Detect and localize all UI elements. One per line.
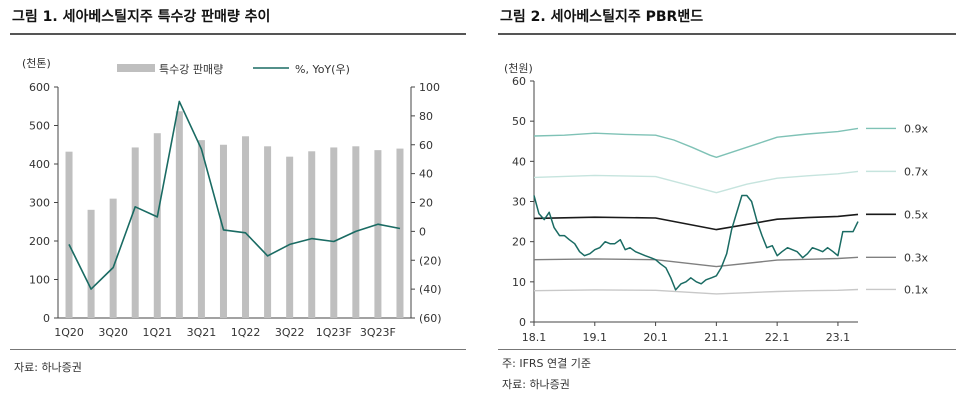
y-tick-label: 50	[512, 115, 526, 128]
volume-bar	[197, 140, 205, 318]
legend-bar-label: 특수강 판매량	[159, 63, 223, 76]
share-price-line	[533, 194, 859, 291]
volume-bar	[396, 148, 404, 318]
x-tick-label: 3Q23F	[360, 326, 396, 339]
x-tick-label: 1Q23F	[316, 326, 352, 339]
band-legend-label: 0.1x	[904, 283, 928, 296]
right-y-tick-label: (20)	[419, 254, 442, 267]
volume-bar	[242, 136, 250, 318]
x-tick-label: 3Q20	[98, 326, 128, 339]
pbr-band-0-5x	[533, 213, 859, 231]
x-tick-label: 22.1	[765, 331, 790, 344]
x-tick-label: 1Q20	[54, 326, 84, 339]
figure-1-bottom-rule	[10, 349, 466, 350]
y-tick-label: 60	[512, 75, 526, 88]
right-y-tick-label: 60	[419, 139, 433, 152]
volume-bar	[286, 156, 294, 318]
figure-1-top-rule	[10, 33, 466, 35]
band-legend-label: 0.7x	[904, 165, 928, 178]
left-y-tick-label: 100	[29, 274, 50, 287]
right-y-tick-label: 0	[419, 225, 426, 238]
x-tick-label: 1Q22	[231, 326, 261, 339]
volume-bar	[65, 151, 73, 318]
figure-2-title: 그림 2. 세아베스틸지주 PBR밴드	[500, 9, 704, 25]
x-tick-label: 23.1	[826, 331, 851, 344]
band-legend-label: 0.3x	[904, 251, 928, 264]
left-y-tick-label: 600	[29, 81, 50, 94]
x-tick-label: 20.1	[643, 331, 668, 344]
pbr-band-0-9x	[533, 127, 859, 159]
volume-bar	[374, 150, 382, 318]
volume-bar	[131, 147, 139, 318]
volume-bar	[219, 144, 227, 318]
legend-line-label: %, YoY(우)	[295, 63, 350, 76]
y-tick-label: 40	[512, 155, 526, 168]
right-y-tick-label: 100	[419, 81, 440, 94]
pbr-band-0-3x	[533, 256, 859, 268]
yoy-line	[68, 100, 401, 290]
left-y-tick-label: 500	[29, 120, 50, 133]
legend-bar-swatch	[117, 64, 155, 72]
x-tick-label: 21.1	[704, 331, 729, 344]
volume-bar	[264, 146, 272, 318]
figure-1-chart: (천톤) 특수강 판매량%, YoY(우)0100200300400500600(…	[22, 56, 442, 339]
y-tick-label: 10	[512, 276, 526, 289]
right-y-tick-label: 40	[419, 168, 433, 181]
y-tick-label: 0	[519, 316, 526, 329]
x-tick-label: 19.1	[583, 331, 608, 344]
volume-bar	[175, 111, 183, 318]
y-tick-label: 20	[512, 236, 526, 249]
right-y-tick-label: 80	[419, 110, 433, 123]
left-y-tick-label: 400	[29, 158, 50, 171]
figure-1-title: 그림 1. 세아베스틸지주 특수강 판매량 추이	[12, 9, 271, 25]
y-tick-label: 30	[512, 196, 526, 209]
figure-2-source: 자료: 하나증권	[502, 378, 570, 391]
left-y-tick-label: 0	[43, 312, 50, 325]
pbr-band-0-1x	[533, 288, 859, 295]
volume-bar	[330, 147, 338, 318]
figure-1-panel: 그림 1. 세아베스틸지주 특수강 판매량 추이 (천톤) 특수강 판매량 %, Y…	[0, 0, 470, 400]
volume-bar	[87, 209, 95, 318]
x-tick-label: 1Q21	[142, 326, 172, 339]
figure-2-note: 주: IFRS 연결 기준	[502, 357, 591, 370]
band-legend-label: 0.5x	[904, 208, 928, 221]
volume-bar	[153, 133, 161, 318]
x-tick-label: 3Q21	[187, 326, 217, 339]
y-axis-unit: (천원)	[504, 61, 533, 75]
left-y-tick-label: 200	[29, 235, 50, 248]
figure-1-source: 자료: 하나증권	[14, 361, 82, 374]
x-tick-label: 18.1	[522, 331, 547, 344]
figure-2-panel: 그림 2. 세아베스틸지주 PBR밴드 (천원) 0 10 20 30 40 50 60 18.…	[488, 0, 960, 400]
right-y-tick-label: 20	[419, 197, 433, 210]
figure-2-bottom-rule	[498, 349, 956, 350]
right-y-tick-label: (60)	[419, 312, 442, 325]
figure-2-top-rule	[498, 33, 956, 35]
pbr-band-0-7x	[533, 170, 859, 194]
left-axis-unit: (천톤)	[22, 56, 51, 70]
volume-bar	[308, 151, 316, 318]
figure-2-chart: (천원) 0 10 20 30 40 50 60 18.1 19.1 20.1 21.1 22.1 23.…	[504, 61, 928, 344]
volume-bar	[109, 198, 117, 318]
x-tick-label: 3Q22	[275, 326, 305, 339]
left-y-tick-label: 300	[29, 197, 50, 210]
right-y-tick-label: (40)	[419, 283, 442, 296]
band-legend-label: 0.9x	[904, 122, 928, 135]
